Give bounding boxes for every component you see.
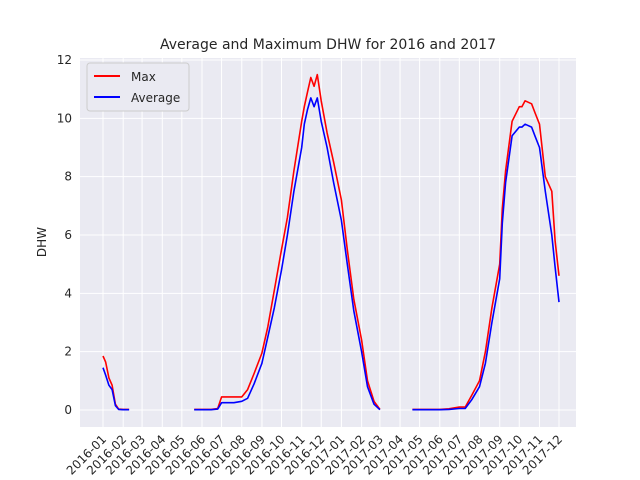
y-tick-label: 0 bbox=[64, 403, 72, 417]
y-tick-label: 4 bbox=[64, 286, 72, 300]
y-axis-label: DHW bbox=[35, 227, 49, 257]
y-tick-label: 10 bbox=[57, 111, 72, 125]
series-line-max bbox=[412, 100, 560, 411]
y-tick-label: 8 bbox=[64, 170, 72, 184]
series-line-max bbox=[194, 73, 381, 411]
series-group bbox=[102, 73, 560, 411]
y-tick-label: 6 bbox=[64, 228, 72, 242]
legend-label-average: Average bbox=[131, 91, 180, 105]
legend: Max Average bbox=[86, 62, 190, 112]
grid bbox=[80, 58, 576, 427]
x-axis-ticks: 2016-012016-022016-032016-042016-052016-… bbox=[64, 432, 565, 477]
series-line-average bbox=[102, 367, 130, 411]
y-tick-label: 12 bbox=[57, 53, 72, 67]
y-tick-label: 2 bbox=[64, 345, 72, 359]
legend-label-max: Max bbox=[131, 70, 156, 84]
y-axis-ticks: 0 2 4 6 8 10 12 bbox=[57, 53, 72, 417]
series-line-average bbox=[412, 123, 560, 411]
series-line-average bbox=[194, 97, 381, 411]
chart-title: Average and Maximum DHW for 2016 and 201… bbox=[160, 37, 496, 53]
